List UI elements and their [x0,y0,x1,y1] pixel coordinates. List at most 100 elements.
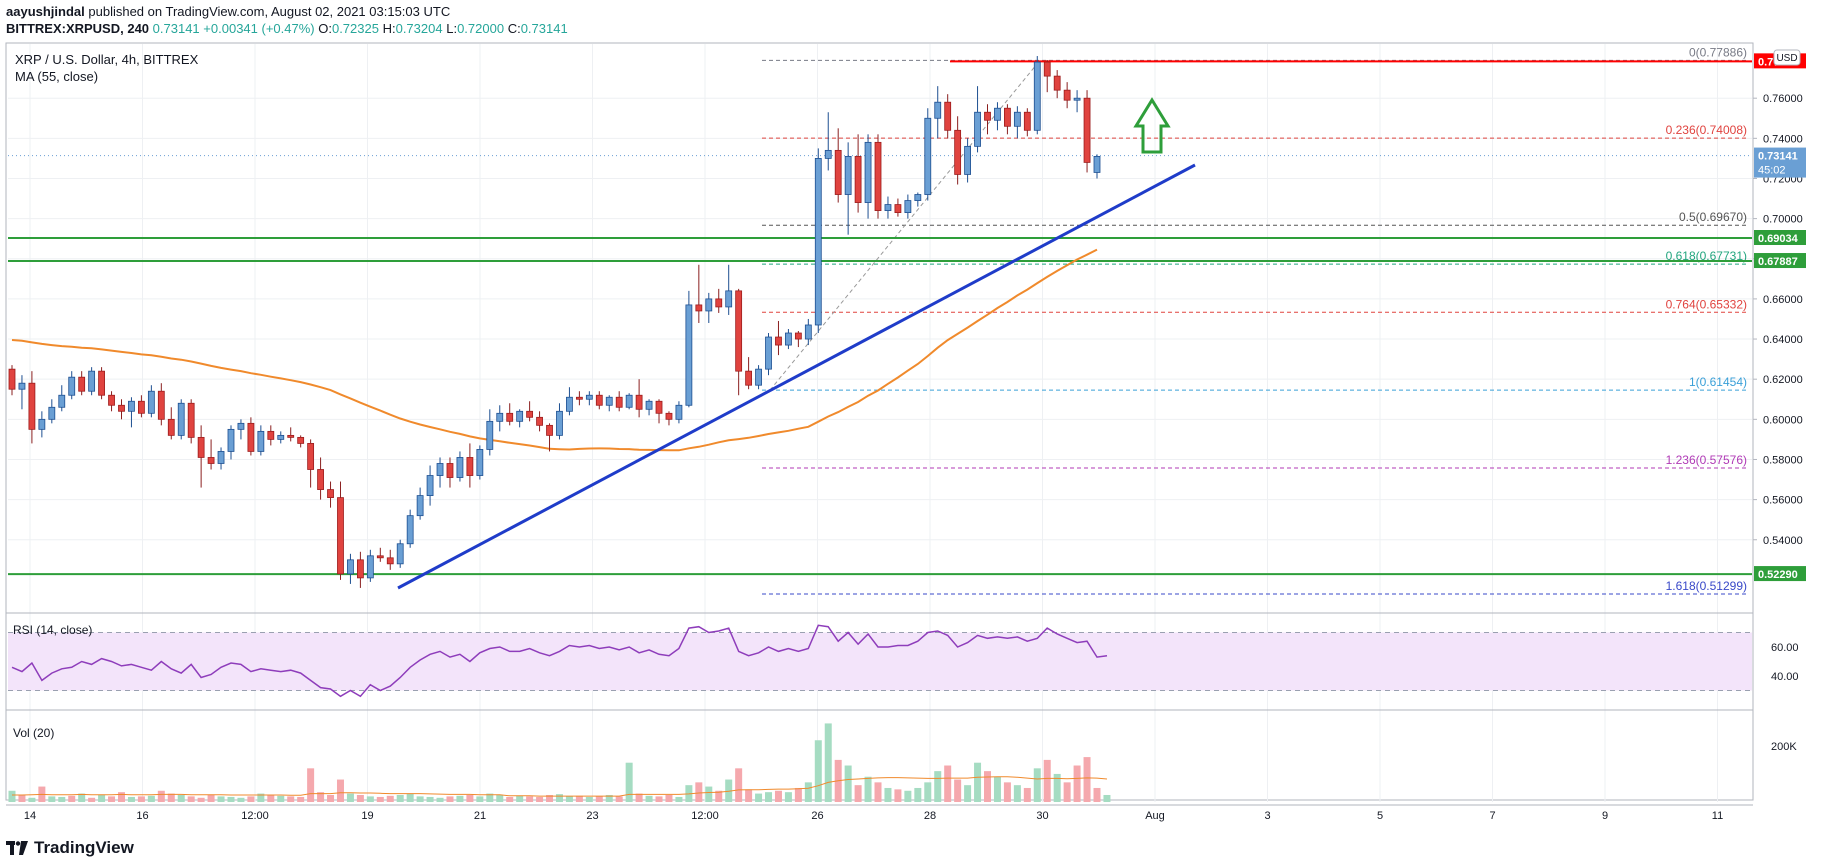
candle-bull [516,409,524,428]
volume-bar [944,765,952,802]
time-axis[interactable]: 14 16 12:00 19 21 23 12:00 26 28 30 Aug 3 5 7 9 11 [6,804,1753,822]
volume-bar [386,795,394,802]
volume-bar [88,797,96,802]
fib-level-label: 0(0.77886) [1689,45,1747,59]
candle-body [675,404,683,420]
volume-bar [565,796,573,802]
countdown-label: 45:02 [1758,165,1786,177]
chart-frame[interactable]: 0(0.77886) 0.236(0.74008) 0.5(0.69670) 0.61… [0,40,1828,840]
candle-bear [794,331,802,348]
candle-bear [466,443,474,488]
volume-bar [227,796,235,802]
candle-body [317,469,324,490]
volume-bar [147,795,155,802]
brand-name: TradingView [34,838,134,857]
candle-body [327,489,334,499]
time-tick-label: 28 [924,810,936,822]
candle-body [227,428,235,452]
volume-bar [157,790,165,802]
candle-bear [307,439,315,488]
ascending-trendline[interactable] [397,163,1196,590]
fibonacci-retracement[interactable]: 0(0.77886) 0.236(0.74008) 0.5(0.69670) 0.61… [762,45,1748,595]
volume-bar [127,796,135,802]
candle-body [337,497,344,575]
candle-bull [277,431,285,444]
candle-body [625,394,633,408]
volume-bar [904,790,912,802]
candle-body [914,194,922,201]
horizontal-levels[interactable] [8,60,1752,576]
volume-pane[interactable]: 200K [8,723,1798,802]
volume-bar [546,794,554,802]
volume-bar [406,793,414,802]
candle-body [376,555,384,559]
price-chart[interactable]: 0(0.77886) 0.236(0.74008) 0.5(0.69670) 0.61… [0,40,1828,840]
candle-body [1073,97,1081,101]
rsi-band [8,632,1752,691]
candle-bull [605,395,613,412]
time-tick-label: 19 [361,810,373,822]
up-arrow-icon[interactable] [1133,97,1171,154]
volume-bar [974,762,982,802]
candle-bull [88,367,96,396]
currency-badge[interactable] [1773,49,1801,66]
volume-bar [436,797,444,802]
candle-bull [406,509,414,548]
price-tick-label: 0.74000 [1763,133,1803,145]
candle-body [575,396,583,400]
volume-bar [187,796,195,802]
volume-bar [695,782,703,802]
candle-bear [506,403,514,426]
candle-bear [665,411,673,426]
volume-bar [984,771,992,802]
tradingview-brand[interactable]: TradingView [6,838,134,858]
time-tick-label: 23 [586,810,598,822]
publish-header: aayushjindal published on TradingView.co… [6,4,450,19]
tradingview-logo-icon [6,841,28,855]
candle-bull [814,148,822,334]
candle-body [436,463,444,476]
rsi-label: RSI (14, close) [13,623,92,637]
candle-body [78,376,86,392]
candle-body [157,390,165,420]
candle-bull [476,445,484,480]
candle-bear [695,264,703,323]
volume-bar [426,796,434,802]
time-tick-label: 21 [474,810,486,822]
fib-level-label: 1.236(0.57576) [1666,453,1747,467]
candle-body [128,400,135,412]
candle-bear [575,391,583,406]
volume-bar [1053,773,1061,802]
fib-level-label: 1(0.61454) [1689,375,1747,389]
rsi-pane[interactable]: 60.00 40.00 [8,624,1799,698]
candle-body [715,298,723,308]
candle-bull [964,138,971,183]
candle-body [755,368,762,386]
candle-body [98,370,105,396]
volume-bar [784,792,792,802]
candle-bull [566,387,573,416]
candle-bull [804,318,812,346]
candle-bear [78,371,86,396]
volume-bar [207,794,215,802]
candle-body [167,418,175,436]
candle-bear [386,549,394,570]
author-name[interactable]: aayushjindal [6,4,85,19]
volume-bar [506,796,514,802]
candle-body [964,145,971,175]
candle-bear [954,116,962,185]
candle-bear [98,367,105,400]
candle-body [297,436,305,444]
candle-bull [366,549,374,582]
fib-level-label: 0.618(0.67731) [1666,249,1747,263]
volume-bar [665,794,673,802]
volume-bar [346,793,354,802]
price-axis[interactable]: 0.760000.740000.720000.700000.680000.660… [1753,93,1803,547]
candle-bull [824,112,832,171]
volume-bar [934,771,942,802]
candle-bear [138,395,145,418]
candle-body [28,382,36,430]
volume-bar [993,776,1001,802]
volume-bar [416,796,424,802]
candle-bull [58,385,66,412]
